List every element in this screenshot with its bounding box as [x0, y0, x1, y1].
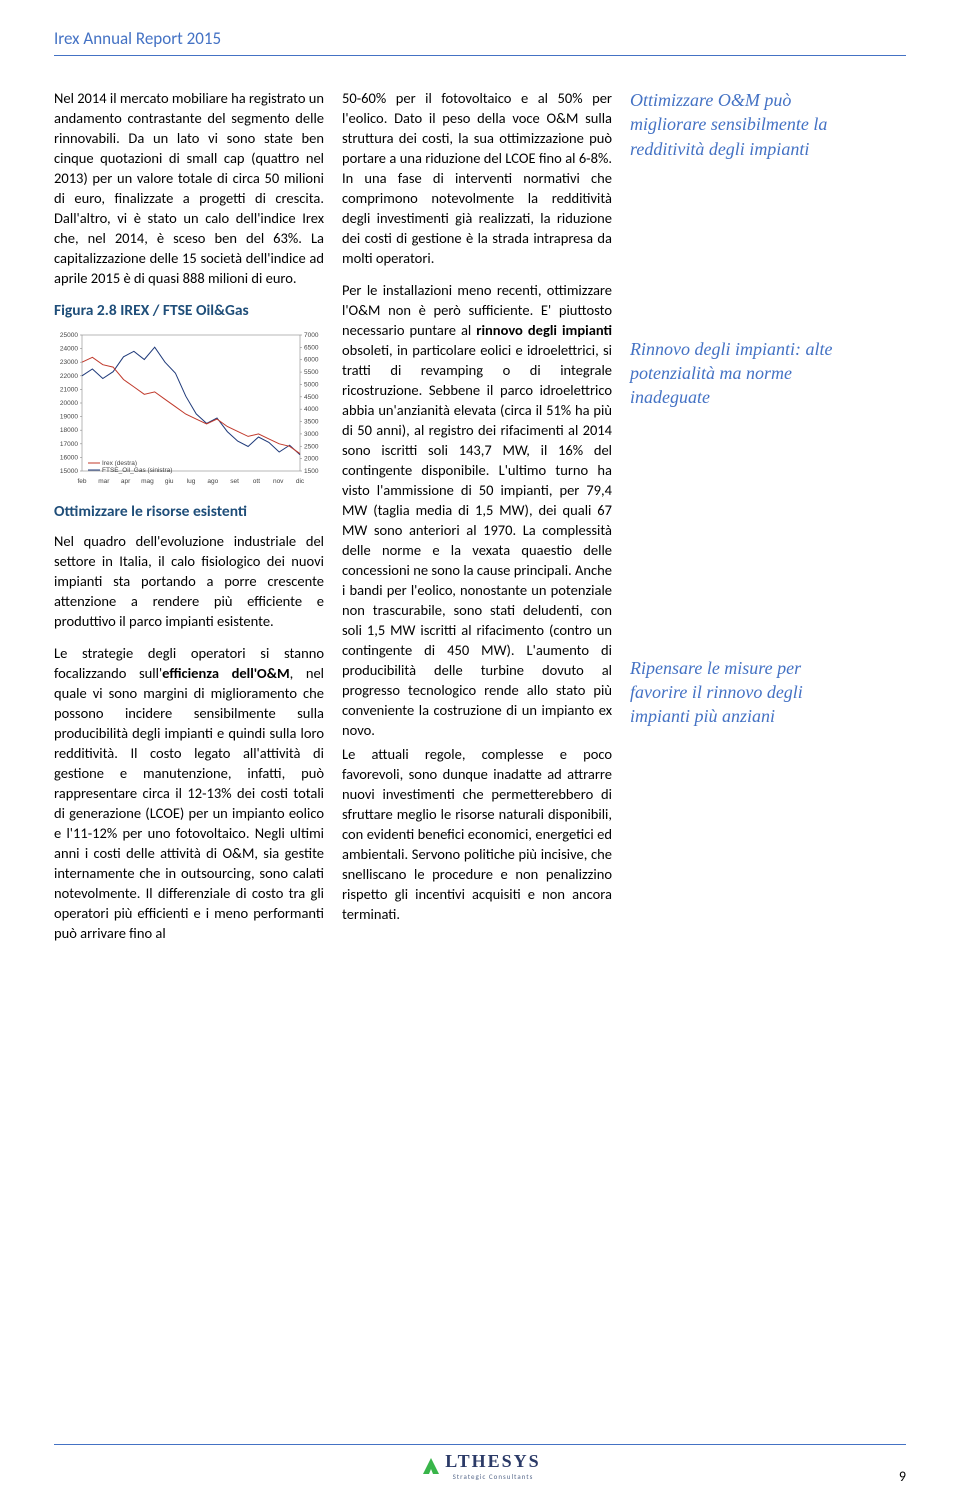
svg-text:set: set	[230, 478, 239, 485]
svg-text:3000: 3000	[304, 431, 319, 438]
svg-text:18000: 18000	[60, 428, 78, 435]
text-columns: Nel 2014 il mercato mobiliare ha registr…	[54, 88, 906, 947]
svg-text:16000: 16000	[60, 455, 78, 462]
logo-icon	[419, 1454, 443, 1478]
svg-text:lug: lug	[187, 478, 196, 485]
page-number: 9	[899, 1468, 906, 1485]
svg-text:6000: 6000	[304, 357, 319, 364]
footer-logo: LTHESYS Strategic Consultants	[419, 1451, 540, 1481]
svg-text:2000: 2000	[304, 456, 319, 463]
svg-text:feb: feb	[77, 478, 86, 485]
callout-2: Rinnovo degli impianti: alte potenzialit…	[630, 337, 860, 410]
svg-text:5500: 5500	[304, 369, 319, 376]
svg-text:giu: giu	[165, 478, 174, 485]
svg-text:17000: 17000	[60, 441, 78, 448]
svg-text:25000: 25000	[60, 332, 78, 339]
svg-text:4000: 4000	[304, 407, 319, 414]
report-title: Irex Annual Report 2015	[54, 28, 906, 56]
svg-text:19000: 19000	[60, 414, 78, 421]
figure-label: Figura 2.8 IREX / FTSE Oil&Gas	[54, 300, 324, 321]
column-2: 50-60% per il fotovoltaico e al 50% per …	[342, 88, 612, 947]
svg-text:1500: 1500	[304, 468, 319, 475]
footer-brand-name: LTHESYS	[445, 1451, 540, 1472]
section-heading-optimize: Ottimizzare le risorse esistenti	[54, 501, 324, 522]
paragraph: Nel 2014 il mercato mobiliare ha registr…	[54, 88, 324, 288]
svg-text:dic: dic	[296, 478, 305, 485]
column-1: Nel 2014 il mercato mobiliare ha registr…	[54, 88, 324, 947]
column-3-callouts: Ottimizzare O&M può migliorare sensibilm…	[630, 88, 860, 947]
paragraph: Per le installazioni meno recenti, ottim…	[342, 280, 612, 740]
footer-brand-sub: Strategic Consultants	[445, 1472, 540, 1481]
svg-text:3500: 3500	[304, 419, 319, 426]
irex-ftse-chart: 15000 16000 17000 18000 19000 20000 21000 22000…	[54, 329, 324, 489]
svg-text:mar: mar	[98, 478, 110, 485]
page-footer: LTHESYS Strategic Consultants 9	[54, 1444, 906, 1483]
svg-text:20000: 20000	[60, 400, 78, 407]
svg-text:22000: 22000	[60, 373, 78, 380]
svg-text:Irex (destra): Irex (destra)	[102, 460, 137, 467]
svg-text:23000: 23000	[60, 360, 78, 367]
paragraph: Le strategie degli operatori si stanno f…	[54, 643, 324, 943]
svg-text:nov: nov	[273, 478, 284, 485]
svg-text:15000: 15000	[60, 468, 78, 475]
svg-text:4500: 4500	[304, 394, 319, 401]
svg-text:5000: 5000	[304, 382, 319, 389]
svg-text:FTSE_Oil_Gas (sinistra): FTSE_Oil_Gas (sinistra)	[102, 467, 172, 474]
line-chart-svg: 15000 16000 17000 18000 19000 20000 21000 22000…	[54, 329, 324, 489]
paragraph: 50-60% per il fotovoltaico e al 50% per …	[342, 88, 612, 268]
svg-text:ago: ago	[207, 478, 218, 485]
svg-text:mag: mag	[141, 478, 154, 485]
svg-text:7000: 7000	[304, 332, 319, 339]
svg-text:ott: ott	[253, 478, 260, 485]
svg-text:24000: 24000	[60, 346, 78, 353]
svg-text:6500: 6500	[304, 345, 319, 352]
callout-3: Ripensare le misure per favorire il rinn…	[630, 656, 860, 729]
svg-text:21000: 21000	[60, 387, 78, 394]
paragraph: Le attuali regole, complesse e poco favo…	[342, 744, 612, 924]
svg-text:apr: apr	[121, 478, 131, 485]
svg-text:2500: 2500	[304, 444, 319, 451]
callout-1: Ottimizzare O&M può migliorare sensibilm…	[630, 88, 860, 161]
paragraph: Nel quadro dell'evoluzione industriale d…	[54, 531, 324, 631]
